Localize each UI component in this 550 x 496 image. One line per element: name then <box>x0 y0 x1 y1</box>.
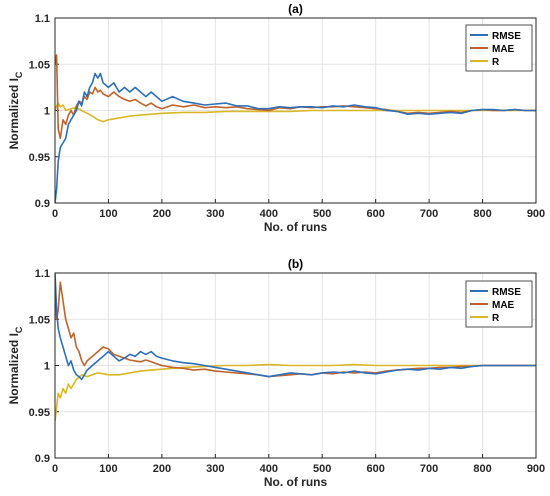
y-tick-label: 1.1 <box>35 268 50 280</box>
chart-title: (b) <box>288 257 303 271</box>
series-line-rmse <box>55 273 536 381</box>
x-tick-label: 700 <box>420 463 438 475</box>
series-group <box>55 54 536 203</box>
legend-label-mae: MAE <box>492 44 515 55</box>
x-tick-label: 100 <box>99 208 117 220</box>
x-tick-label: 700 <box>420 208 438 220</box>
chart-panel-0: 0 100 200 300 400 500 600 700 800 900 0.9 0.95 1 1.05… <box>7 2 545 234</box>
legend-label-mae: MAE <box>492 300 515 311</box>
series-line-r <box>55 363 536 422</box>
x-tick-label: 800 <box>473 208 491 220</box>
x-tick-label: 200 <box>153 208 171 220</box>
x-tick-label: 300 <box>206 463 224 475</box>
y-tick-label: 0.9 <box>35 198 50 210</box>
x-tick-label: 500 <box>313 208 331 220</box>
x-tick-label: 300 <box>206 208 224 220</box>
y-tick-label: 0.9 <box>35 453 50 465</box>
y-tick-label: 1 <box>44 361 50 373</box>
series-line-mae <box>55 54 536 140</box>
y-tick-label: 0.95 <box>29 152 50 164</box>
x-tick-label: 500 <box>313 463 331 475</box>
chart-panel-1: 0 100 200 300 400 500 600 700 800 900 0.9 0.95 1 1.05… <box>7 257 545 489</box>
legend-label-r: R <box>492 57 500 68</box>
x-tick-label: 200 <box>153 463 171 475</box>
x-tick-label: 400 <box>260 208 278 220</box>
x-tick-label: 0 <box>52 463 58 475</box>
y-tick-label: 1.1 <box>35 13 50 25</box>
y-tick-label: 1.05 <box>29 314 50 326</box>
series-line-rmse <box>55 72 536 203</box>
y-tick-label: 0.95 <box>29 407 50 419</box>
x-tick-label: 400 <box>260 463 278 475</box>
y-axis-label: Normalized IC <box>7 326 24 404</box>
x-tick-label: 600 <box>366 208 384 220</box>
axes-box <box>54 272 537 459</box>
axes-box <box>54 17 537 204</box>
legend-label-r: R <box>492 313 500 324</box>
series-group <box>55 273 536 422</box>
y-tick-label: 1 <box>44 106 50 118</box>
y-axis-label: Normalized IC <box>7 71 24 149</box>
y-tick-label: 1.05 <box>29 59 50 71</box>
x-tick-label: 900 <box>527 208 545 220</box>
legend-label-rmse: RMSE <box>492 287 521 298</box>
x-tick-label: 800 <box>473 463 491 475</box>
x-axis-label: No. of runs <box>264 220 328 234</box>
x-tick-label: 900 <box>527 463 545 475</box>
x-tick-label: 100 <box>99 463 117 475</box>
legend-label-rmse: RMSE <box>492 31 521 42</box>
x-tick-label: 600 <box>366 463 384 475</box>
chart-title: (a) <box>288 2 303 16</box>
x-axis-label: No. of runs <box>264 475 328 489</box>
x-tick-label: 0 <box>52 208 58 220</box>
